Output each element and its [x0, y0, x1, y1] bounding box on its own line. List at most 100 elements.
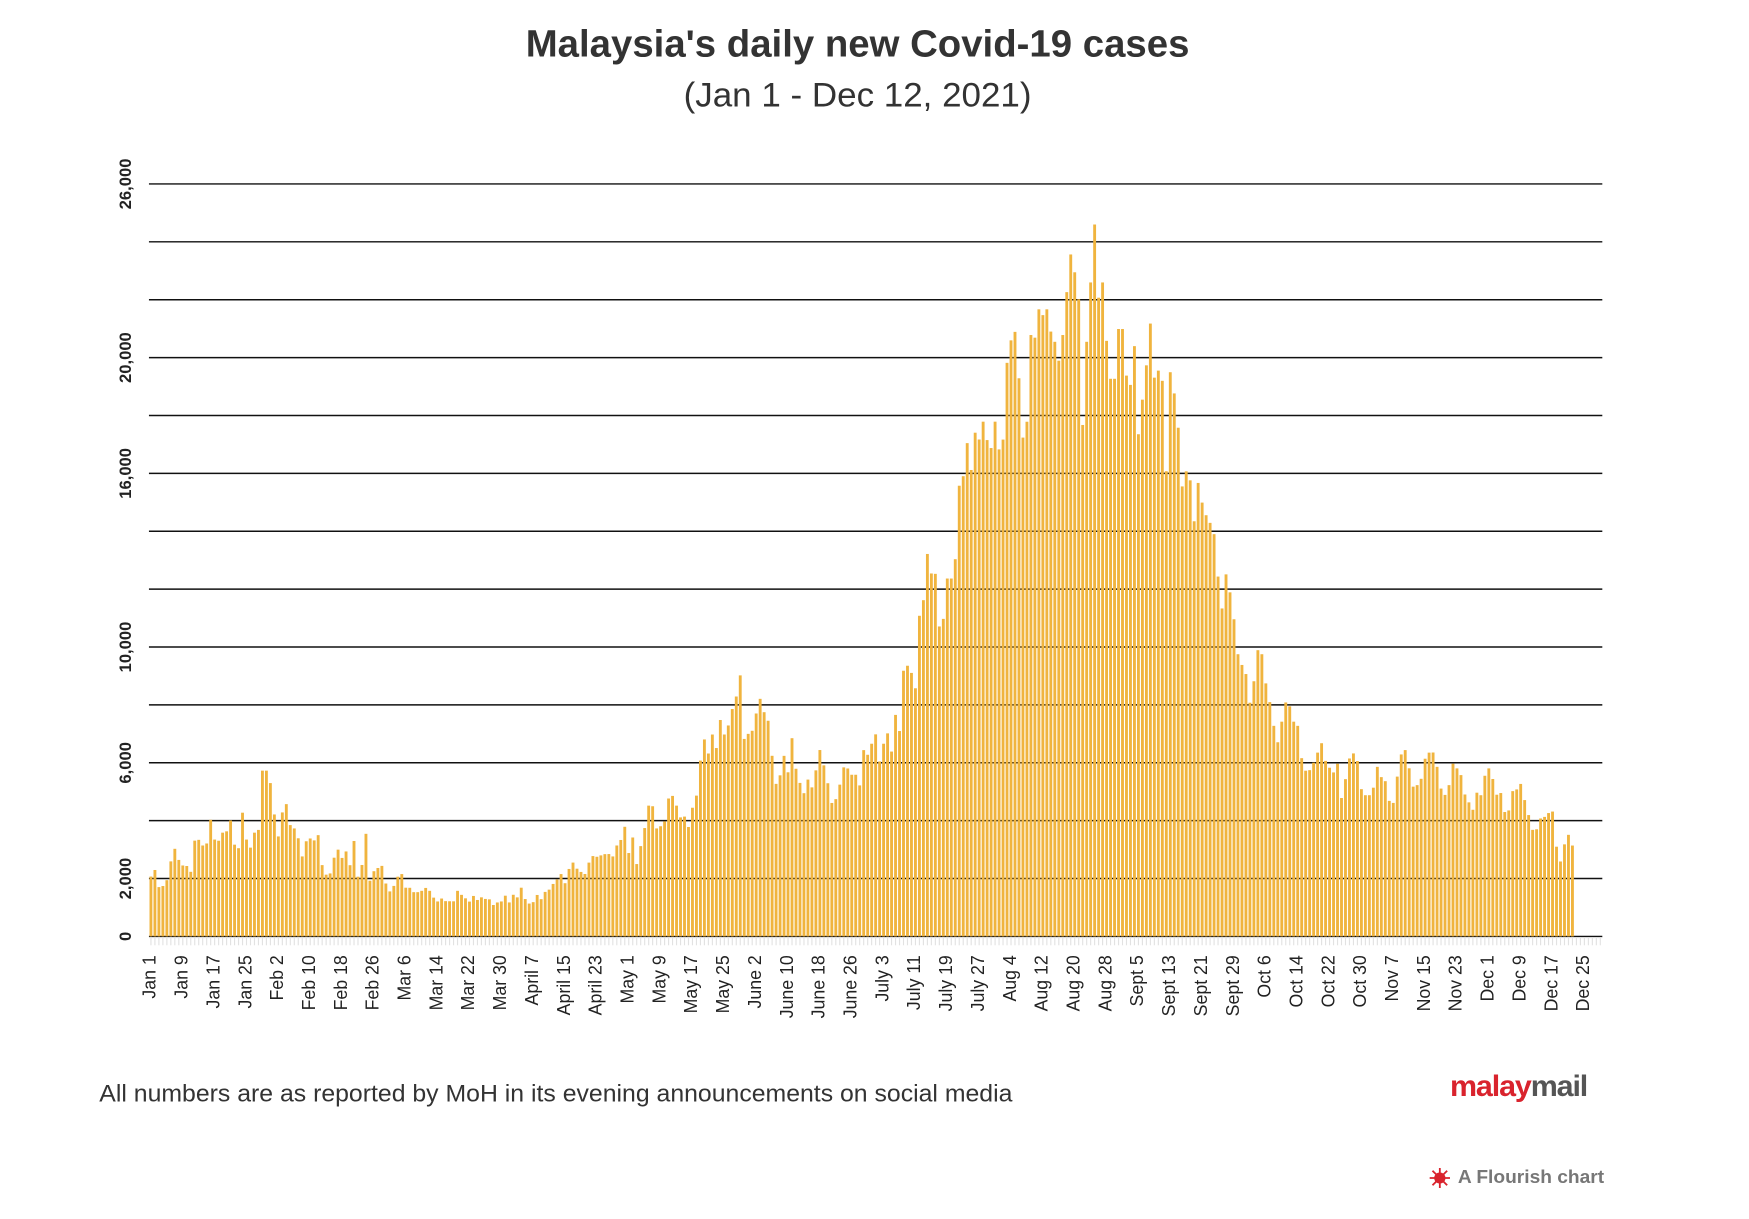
- bar: [910, 672, 913, 937]
- bar: [1535, 829, 1539, 937]
- bar: [1443, 794, 1447, 937]
- bar: [1507, 810, 1511, 937]
- x-tick-label: Aug 12: [1031, 955, 1051, 1011]
- bar: [436, 901, 440, 937]
- bar: [209, 819, 213, 937]
- bar: [1097, 297, 1101, 937]
- grid: [148, 183, 1603, 938]
- bar: [1176, 427, 1180, 937]
- bar: [762, 712, 766, 937]
- bar: [1045, 309, 1049, 937]
- bar: [1224, 574, 1228, 937]
- bar: [1487, 768, 1491, 937]
- bar: [1431, 752, 1435, 937]
- bar: [631, 837, 635, 937]
- bar: [567, 868, 571, 937]
- bar: [758, 698, 762, 937]
- bar: [559, 874, 563, 937]
- bar: [1328, 767, 1331, 937]
- bar: [1200, 502, 1204, 937]
- bar: [1531, 829, 1535, 937]
- bar: [898, 731, 901, 937]
- bar: [555, 879, 559, 937]
- bar: [491, 905, 495, 937]
- bar: [1117, 329, 1120, 937]
- bar: [420, 890, 424, 937]
- bar: [563, 883, 567, 937]
- bar: [1057, 360, 1061, 937]
- x-tick-label: Sept 13: [1159, 955, 1179, 1016]
- bar: [611, 856, 615, 937]
- bar: [424, 887, 428, 937]
- bar: [1129, 384, 1132, 937]
- bar: [1312, 762, 1316, 937]
- bar: [1559, 861, 1562, 937]
- bar: [340, 857, 344, 937]
- flourish-icon: [1429, 1168, 1450, 1188]
- y-tick-label: 16,000: [116, 448, 135, 499]
- bar: [902, 670, 905, 937]
- bar: [794, 768, 798, 937]
- bar: [774, 783, 778, 937]
- bar: [268, 783, 272, 937]
- bar: [376, 867, 380, 937]
- bar: [452, 901, 455, 937]
- bar: [495, 902, 499, 937]
- bar: [460, 894, 463, 937]
- bar: [1264, 683, 1268, 937]
- bar: [1391, 802, 1395, 937]
- bar: [288, 825, 292, 937]
- bar: [1483, 775, 1487, 937]
- bar: [886, 733, 890, 937]
- bar: [292, 828, 296, 937]
- bar: [750, 730, 754, 937]
- bar: [1539, 818, 1543, 937]
- bar: [1527, 815, 1531, 937]
- bar: [1192, 521, 1196, 937]
- x-tick-label: July 19: [936, 955, 956, 1011]
- bar: [1256, 650, 1260, 937]
- bar: [217, 840, 221, 937]
- bar: [221, 832, 225, 937]
- bar: [639, 846, 643, 937]
- x-tick-label: May 9: [649, 955, 669, 1003]
- bar: [380, 865, 384, 937]
- bar: [937, 626, 941, 937]
- bar: [444, 901, 448, 937]
- bar: [929, 573, 933, 937]
- bar: [1296, 725, 1300, 937]
- x-tick-label: Mar 22: [458, 955, 478, 1010]
- bar: [1248, 702, 1252, 937]
- bar: [1395, 776, 1399, 937]
- bar: [1204, 515, 1208, 937]
- bar: [862, 750, 866, 937]
- bar: [157, 887, 161, 937]
- x-tick-label: Oct 22: [1318, 955, 1338, 1007]
- bar: [1009, 340, 1013, 937]
- bar: [1479, 795, 1483, 937]
- bar: [1017, 378, 1021, 937]
- bar: [734, 696, 738, 937]
- bar: [575, 868, 579, 937]
- bar: [1280, 721, 1284, 937]
- bar: [1268, 702, 1272, 937]
- bar: [969, 469, 973, 937]
- bar: [464, 898, 467, 937]
- logo: malaymail: [1450, 1070, 1587, 1103]
- bar: [591, 856, 595, 937]
- bar: [1367, 795, 1371, 937]
- footnote: All numbers are as reported by MoH in it…: [99, 1081, 1012, 1108]
- bar: [1359, 789, 1363, 937]
- bar: [1547, 813, 1550, 937]
- bar: [846, 768, 850, 937]
- bar: [579, 871, 583, 937]
- logo-part: malay: [1450, 1070, 1532, 1103]
- bar: [1571, 845, 1574, 937]
- x-tick-label: Jan 9: [171, 955, 191, 998]
- credit: A Flourish chart: [1458, 1167, 1605, 1188]
- bar: [499, 901, 503, 937]
- y-tick-label: 26,000: [116, 159, 135, 210]
- bar: [957, 485, 961, 937]
- bar: [830, 802, 834, 937]
